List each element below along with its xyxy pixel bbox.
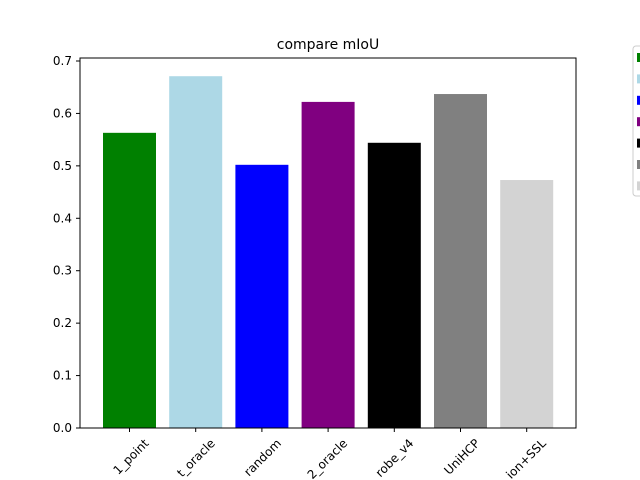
x-tick-label: 2_oracle bbox=[305, 436, 351, 480]
legend-swatch-0 bbox=[637, 53, 640, 62]
x-tick-label: robe_v4 bbox=[373, 436, 417, 480]
bar-6 bbox=[500, 180, 554, 428]
legend-swatch-5 bbox=[637, 160, 640, 169]
x-tick-label: 1_point bbox=[110, 436, 151, 477]
legend-swatch-1 bbox=[637, 74, 640, 84]
x-tick-label: ion+SSL bbox=[503, 436, 549, 480]
bar-0 bbox=[103, 132, 156, 428]
y-tick-label: 0.3 bbox=[53, 264, 72, 278]
y-axis: 0.0 0.1 0.2 0.3 0.4 0.5 0.6 0.7 bbox=[53, 54, 80, 435]
bar-1 bbox=[169, 76, 223, 428]
bar-3 bbox=[301, 101, 355, 428]
y-tick-label: 0.4 bbox=[53, 211, 72, 225]
x-tick-label: t_oracle bbox=[174, 436, 218, 480]
legend-swatch-6 bbox=[637, 181, 640, 191]
y-tick-label: 0.0 bbox=[53, 421, 72, 435]
bar-2 bbox=[235, 164, 289, 428]
y-tick-label: 0.2 bbox=[53, 316, 72, 330]
legend bbox=[632, 45, 640, 197]
bar-4 bbox=[367, 142, 421, 428]
y-tick-label: 0.5 bbox=[53, 159, 72, 173]
bar-5 bbox=[434, 94, 487, 428]
x-axis: 1_point t_oracle random 2_oracle robe_v4 UniH… bbox=[110, 428, 549, 480]
y-tick-label: 0.7 bbox=[53, 54, 72, 68]
legend-swatch-3 bbox=[637, 117, 640, 127]
y-tick-label: 0.1 bbox=[53, 369, 72, 383]
legend-frame bbox=[632, 45, 640, 197]
x-tick-label: random bbox=[241, 436, 284, 479]
legend-swatch-2 bbox=[637, 95, 640, 105]
legend-swatch-4 bbox=[637, 138, 640, 148]
y-tick-label: 0.6 bbox=[53, 106, 72, 120]
chart-title: compare mIoU bbox=[277, 37, 379, 53]
x-tick-label: UniHCP bbox=[441, 436, 482, 477]
bars-group bbox=[103, 76, 554, 428]
